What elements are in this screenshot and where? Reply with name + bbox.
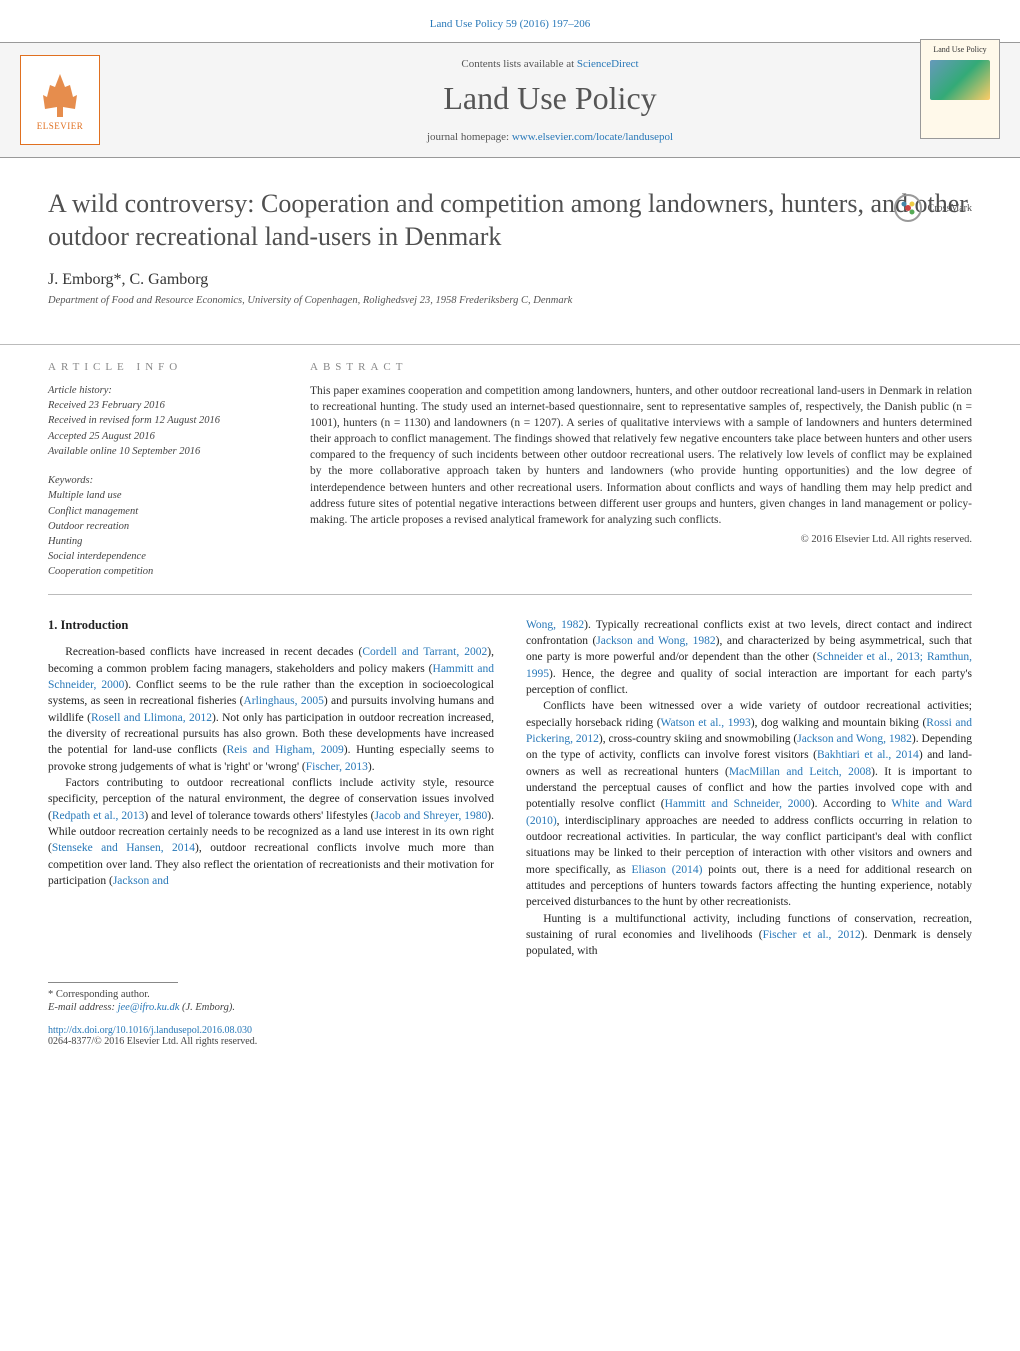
email-paren: (J. Emborg). [179,1002,235,1013]
article-history: Article history: Received 23 February 20… [48,383,278,459]
abstract-label: ABSTRACT [310,361,972,373]
citation[interactable]: Wong, 1982 [526,619,584,631]
body-columns: 1. Introduction Recreation-based conflic… [0,595,1020,960]
journal-cover: Land Use Policy [920,39,1000,139]
footer-divider [48,982,178,983]
citation[interactable]: Arlinghaus, 2005 [244,695,324,707]
keyword: Social interdependence [48,549,278,564]
elsevier-tree-icon [35,69,85,119]
keyword: Outdoor recreation [48,519,278,534]
citation[interactable]: Reis and Higham, 2009 [227,744,344,756]
citation[interactable]: MacMillan and Leitch, 2008 [729,766,871,778]
info-label: ARTICLE INFO [48,361,278,373]
abstract-copyright: © 2016 Elsevier Ltd. All rights reserved… [310,534,972,545]
abstract-block: ABSTRACT This paper examines cooperation… [310,345,972,580]
email-label: E-mail address: [48,1002,118,1013]
meta-row: ARTICLE INFO Article history: Received 2… [0,344,1020,580]
citation[interactable]: Redpath et al., 2013 [52,810,145,822]
authors: J. Emborg*, C. Gamborg [48,271,972,289]
history-label: Article history: [48,383,278,398]
citation[interactable]: Cordell and Tarrant, 2002 [362,646,487,658]
column-left: 1. Introduction Recreation-based conflic… [48,617,494,960]
body-paragraph: Wong, 1982). Typically recreational conf… [526,617,972,699]
citation[interactable]: Jacob and Shreyer, 1980 [374,810,487,822]
revised-date: Received in revised form 12 August 2016 [48,413,278,428]
article-header: A wild controversy: Cooperation and comp… [0,158,1020,322]
contents-prefix: Contents lists available at [461,58,576,70]
keywords-block: Keywords: Multiple land use Conflict man… [48,473,278,580]
corresponding-author: * Corresponding author. [48,989,972,1000]
keyword: Multiple land use [48,488,278,503]
citation[interactable]: Bakhtiari et al., 2014 [817,749,919,761]
sciencedirect-link[interactable]: ScienceDirect [577,58,639,70]
citation[interactable]: Fischer, 2013 [306,761,368,773]
article-title: A wild controversy: Cooperation and comp… [48,188,972,253]
email-link[interactable]: jee@ifro.ku.dk [118,1002,180,1013]
body-paragraph: Factors contributing to outdoor recreati… [48,775,494,889]
masthead: ELSEVIER Contents lists available at Sci… [0,42,1020,158]
keyword: Conflict management [48,504,278,519]
column-right: Wong, 1982). Typically recreational conf… [526,617,972,960]
masthead-center: Contents lists available at ScienceDirec… [100,58,1000,143]
crossmark-icon [894,194,922,222]
journal-name: Land Use Policy [100,80,1000,117]
citation[interactable]: Jackson and Wong, 1982 [797,733,912,745]
elsevier-brand-text: ELSEVIER [37,121,84,131]
citation[interactable]: Eliason (2014) [632,864,703,876]
accepted-date: Accepted 25 August 2016 [48,429,278,444]
citation[interactable]: Jackson and Wong, 1982 [596,635,715,647]
header-citation: Land Use Policy 59 (2016) 197–206 [0,0,1020,42]
citation[interactable]: Stenseke and Hansen, 2014 [52,842,195,854]
keyword: Cooperation competition [48,564,278,579]
footer: * Corresponding author. E-mail address: … [0,960,1020,1065]
issn-rights: 0264-8377/© 2016 Elsevier Ltd. All right… [48,1036,972,1047]
citation[interactable]: Hammitt and Schneider, 2000 [665,798,811,810]
keywords-label: Keywords: [48,473,278,488]
article-info: ARTICLE INFO Article history: Received 2… [48,345,278,580]
doi-line: http://dx.doi.org/10.1016/j.landusepol.2… [48,1025,972,1036]
body-paragraph: Hunting is a multifunctional activity, i… [526,911,972,960]
keyword: Hunting [48,534,278,549]
citation[interactable]: Watson et al., 1993 [661,717,751,729]
online-date: Available online 10 September 2016 [48,444,278,459]
citation[interactable]: Rosell and Llimona, 2012 [91,712,212,724]
homepage-prefix: journal homepage: [427,131,512,143]
contents-line: Contents lists available at ScienceDirec… [100,58,1000,70]
cover-image [930,60,990,100]
abstract-text: This paper examines cooperation and comp… [310,383,972,528]
intro-heading: 1. Introduction [48,617,494,635]
elsevier-logo[interactable]: ELSEVIER [20,55,100,145]
email-line: E-mail address: jee@ifro.ku.dk (J. Embor… [48,1002,972,1013]
crossmark-badge[interactable]: CrossMark [894,194,972,222]
cover-title: Land Use Policy [926,45,994,54]
citation[interactable]: Fischer et al., 2012 [763,929,861,941]
crossmark-label: CrossMark [928,203,972,214]
received-date: Received 23 February 2016 [48,398,278,413]
citation[interactable]: Jackson and [113,875,169,887]
homepage-link[interactable]: www.elsevier.com/locate/landusepol [512,131,673,143]
body-paragraph: Conflicts have been witnessed over a wid… [526,698,972,910]
doi-link[interactable]: http://dx.doi.org/10.1016/j.landusepol.2… [48,1025,252,1036]
body-paragraph: Recreation-based conflicts have increase… [48,644,494,775]
affiliation: Department of Food and Resource Economic… [48,295,972,306]
homepage-line: journal homepage: www.elsevier.com/locat… [100,131,1000,143]
